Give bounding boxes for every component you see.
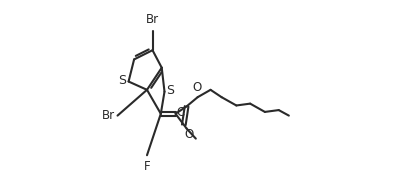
Text: O: O (192, 81, 201, 94)
Text: F: F (144, 160, 150, 173)
Text: S: S (118, 74, 126, 87)
Text: S: S (166, 84, 174, 97)
Text: C: C (176, 106, 185, 119)
Text: Br: Br (102, 109, 115, 122)
Text: Br: Br (146, 13, 159, 26)
Text: O: O (185, 128, 194, 141)
